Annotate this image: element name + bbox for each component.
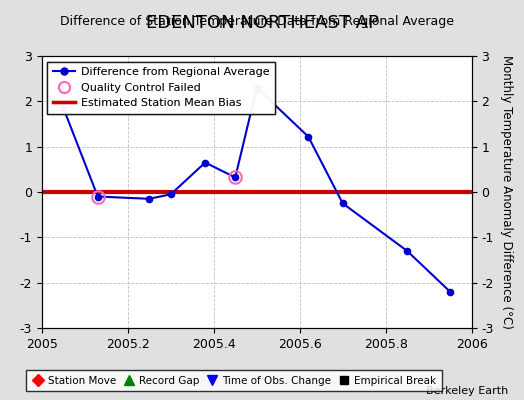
Quality Control Failed: [95, 194, 101, 199]
Legend: Difference from Regional Average, Quality Control Failed, Estimated Station Mean: Difference from Regional Average, Qualit…: [48, 62, 275, 114]
Line: Difference from Regional Average: Difference from Regional Average: [60, 85, 453, 295]
Difference from Regional Average: [404, 248, 410, 253]
Difference from Regional Average: [146, 196, 152, 201]
Difference from Regional Average: [95, 194, 101, 199]
Difference from Regional Average: [60, 106, 67, 110]
Legend: Station Move, Record Gap, Time of Obs. Change, Empirical Break: Station Move, Record Gap, Time of Obs. C…: [26, 370, 442, 391]
Line: Quality Control Failed: Quality Control Failed: [92, 171, 242, 203]
Difference from Regional Average: [340, 201, 346, 206]
Y-axis label: Monthly Temperature Anomaly Difference (°C): Monthly Temperature Anomaly Difference (…: [500, 55, 513, 329]
Difference from Regional Average: [254, 85, 260, 90]
Text: EDENTON NORTHEAST AP: EDENTON NORTHEAST AP: [146, 14, 378, 32]
Difference from Regional Average: [168, 192, 174, 197]
Quality Control Failed: [232, 175, 238, 180]
Text: Berkeley Earth: Berkeley Earth: [426, 386, 508, 396]
Title: Difference of Station Temperature Data from Regional Average: Difference of Station Temperature Data f…: [60, 16, 454, 28]
Difference from Regional Average: [232, 175, 238, 180]
Difference from Regional Average: [202, 160, 209, 165]
Difference from Regional Average: [447, 289, 453, 294]
Difference from Regional Average: [305, 134, 311, 139]
